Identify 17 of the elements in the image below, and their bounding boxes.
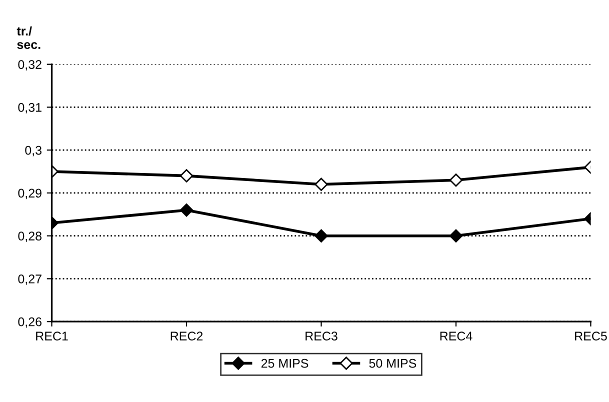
y-tick-label: 0,27 [18, 274, 42, 285]
x-tick-label: REC4 [440, 332, 472, 341]
y-tick-label: 0,26 [18, 317, 42, 328]
y-tick-label: 0,28 [18, 232, 42, 242]
x-tick-label: REC5 [575, 332, 607, 341]
x-tick-label: REC1 [36, 332, 68, 341]
legend-label: 50 MIPS [369, 358, 416, 368]
y-tick-label: 0,31 [18, 103, 42, 114]
x-tick-label: REC3 [306, 332, 338, 341]
y-tick-label: 0,3 [25, 146, 42, 156]
y-axis-title: tr./ sec. [16, 26, 40, 49]
point [314, 229, 328, 242]
y-tick-label: 0,32 [18, 60, 42, 70]
y-tick-label: 0,29 [18, 188, 42, 200]
legend-label: 25 MIPS [261, 358, 308, 368]
point [314, 178, 328, 191]
x-tick-label: REC2 [170, 332, 203, 341]
